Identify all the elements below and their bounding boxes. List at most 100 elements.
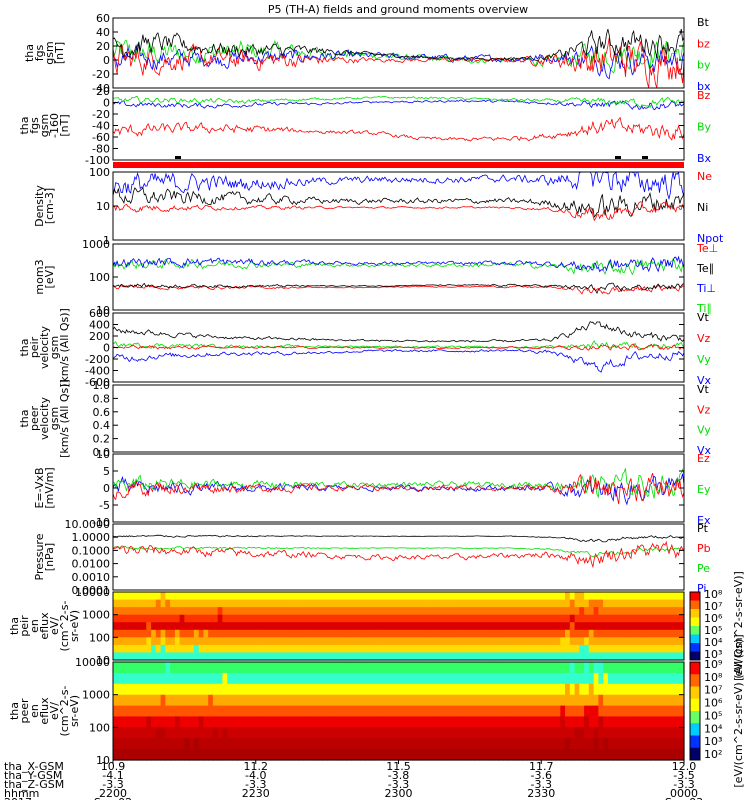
spectrogram-cell <box>484 607 490 616</box>
y-axis-label: (cm^2-s- <box>58 601 71 652</box>
spectrogram-cell <box>655 607 661 616</box>
spectrogram-cell <box>141 607 147 616</box>
spectrogram-cell <box>665 614 671 623</box>
panel-frame <box>112 312 685 383</box>
spectrogram-cell <box>208 738 214 750</box>
spectrogram-cell <box>241 705 247 718</box>
spectrogram-cell <box>655 716 661 728</box>
spectrogram-cell <box>370 592 376 601</box>
spectrogram-cell <box>422 749 428 761</box>
y-tick-label: 0 <box>103 54 110 67</box>
spectrogram-cell <box>184 629 190 638</box>
spectrogram-cell <box>527 644 533 654</box>
spectrogram-cell <box>284 629 290 638</box>
spectrogram-cell <box>441 599 447 608</box>
spectrogram-cell <box>393 629 400 638</box>
spectrogram-cell <box>122 652 128 661</box>
spectrogram-cell <box>531 614 538 623</box>
spectrogram-cell <box>298 607 304 616</box>
spectrogram-cell <box>512 629 519 638</box>
spectrogram-cell <box>170 607 176 616</box>
x-tick-label: -3.3 <box>673 778 694 791</box>
spectrogram-cell <box>612 683 618 696</box>
spectrogram-cell <box>455 592 461 601</box>
spectrogram-cell <box>546 644 552 654</box>
spectrogram-cell <box>113 592 119 601</box>
spectrogram-cell <box>308 727 314 739</box>
spectrogram-cell <box>469 644 476 654</box>
spectrogram-cell <box>327 683 333 696</box>
spectrogram-cell <box>274 614 281 623</box>
spectrogram-cell <box>184 662 190 674</box>
spectrogram-cell <box>374 637 381 646</box>
spectrogram-cell <box>427 652 433 661</box>
spectrogram-cell <box>355 592 362 601</box>
spectrogram-cell <box>365 738 371 750</box>
spectrogram-cell <box>193 607 200 616</box>
spectrogram-cell <box>550 694 557 707</box>
spectrogram-cell <box>460 629 466 638</box>
spectrogram-cell <box>179 652 185 661</box>
spectrogram-cell <box>507 592 514 601</box>
spectrogram-cell <box>588 622 595 631</box>
spectrogram-cell <box>460 727 466 739</box>
spectrogram-cell <box>389 662 395 674</box>
spectrogram-cell <box>365 629 371 638</box>
spectrogram-cell <box>479 705 485 718</box>
spectrogram-cell <box>184 749 190 761</box>
panel-frame <box>112 384 685 453</box>
spectrogram-cell <box>165 716 171 728</box>
y-tick-label: -80 <box>92 143 110 156</box>
spectrogram-cell <box>236 694 243 707</box>
spectrogram-cell <box>389 644 395 654</box>
spectrogram-cell <box>441 644 447 654</box>
spectrogram-cell <box>198 599 205 608</box>
spectrogram-cell <box>308 716 314 728</box>
spectrogram-cell <box>588 614 595 623</box>
spectrogram-cell <box>441 652 447 661</box>
spectrogram-cell <box>584 694 590 707</box>
spectrogram-cell <box>465 644 471 654</box>
spectrogram-cell <box>512 683 519 696</box>
spectrogram-cell <box>293 694 300 707</box>
spectrogram-cell <box>408 599 414 608</box>
spectrogram-cell <box>170 592 176 601</box>
spectrogram-cell <box>517 749 523 761</box>
spectrogram-cell <box>122 705 128 718</box>
spectrogram-cell <box>574 694 580 707</box>
spectrogram-cell <box>208 705 214 718</box>
y-tick-label: -20 <box>92 68 110 81</box>
spectrogram-cell <box>113 727 119 739</box>
spectrogram-cell <box>208 614 214 623</box>
spectrogram-cell <box>460 662 466 674</box>
spectrogram-cell <box>232 629 238 638</box>
spectrogram-cell <box>174 652 181 661</box>
spectrogram-cell <box>365 652 371 661</box>
spectrogram-cell <box>617 662 623 674</box>
spectrogram-cell <box>565 652 571 661</box>
spectrogram-cell <box>298 662 304 674</box>
spectrogram-cell <box>360 738 366 750</box>
spectrogram-cell <box>203 652 209 661</box>
spectrogram-cell <box>203 614 209 623</box>
y-tick-label: 10000 <box>75 586 110 599</box>
spectrogram-cell <box>479 694 485 707</box>
spectrogram-cell <box>170 622 176 631</box>
spectrogram-cell <box>403 694 409 707</box>
spectrogram-cell <box>645 727 652 739</box>
spectrogram-cell <box>636 592 642 601</box>
spectrogram-cell <box>317 592 323 601</box>
spectrogram-cell <box>565 662 571 674</box>
spectrogram-cell <box>479 652 485 661</box>
spectrogram-cell <box>455 716 461 728</box>
spectrogram-cell <box>141 716 147 728</box>
colorbar-segment <box>690 643 700 652</box>
spectrogram-cell <box>360 749 366 761</box>
spectrogram-cell <box>584 683 590 696</box>
y-tick-label: 0.0100 <box>72 558 111 571</box>
spectrogram-cell <box>203 644 209 654</box>
spectrogram-cell <box>536 694 542 707</box>
spectrogram-cell <box>117 607 124 616</box>
spectrogram-cell <box>170 652 176 661</box>
spectrogram-cell <box>565 622 571 631</box>
